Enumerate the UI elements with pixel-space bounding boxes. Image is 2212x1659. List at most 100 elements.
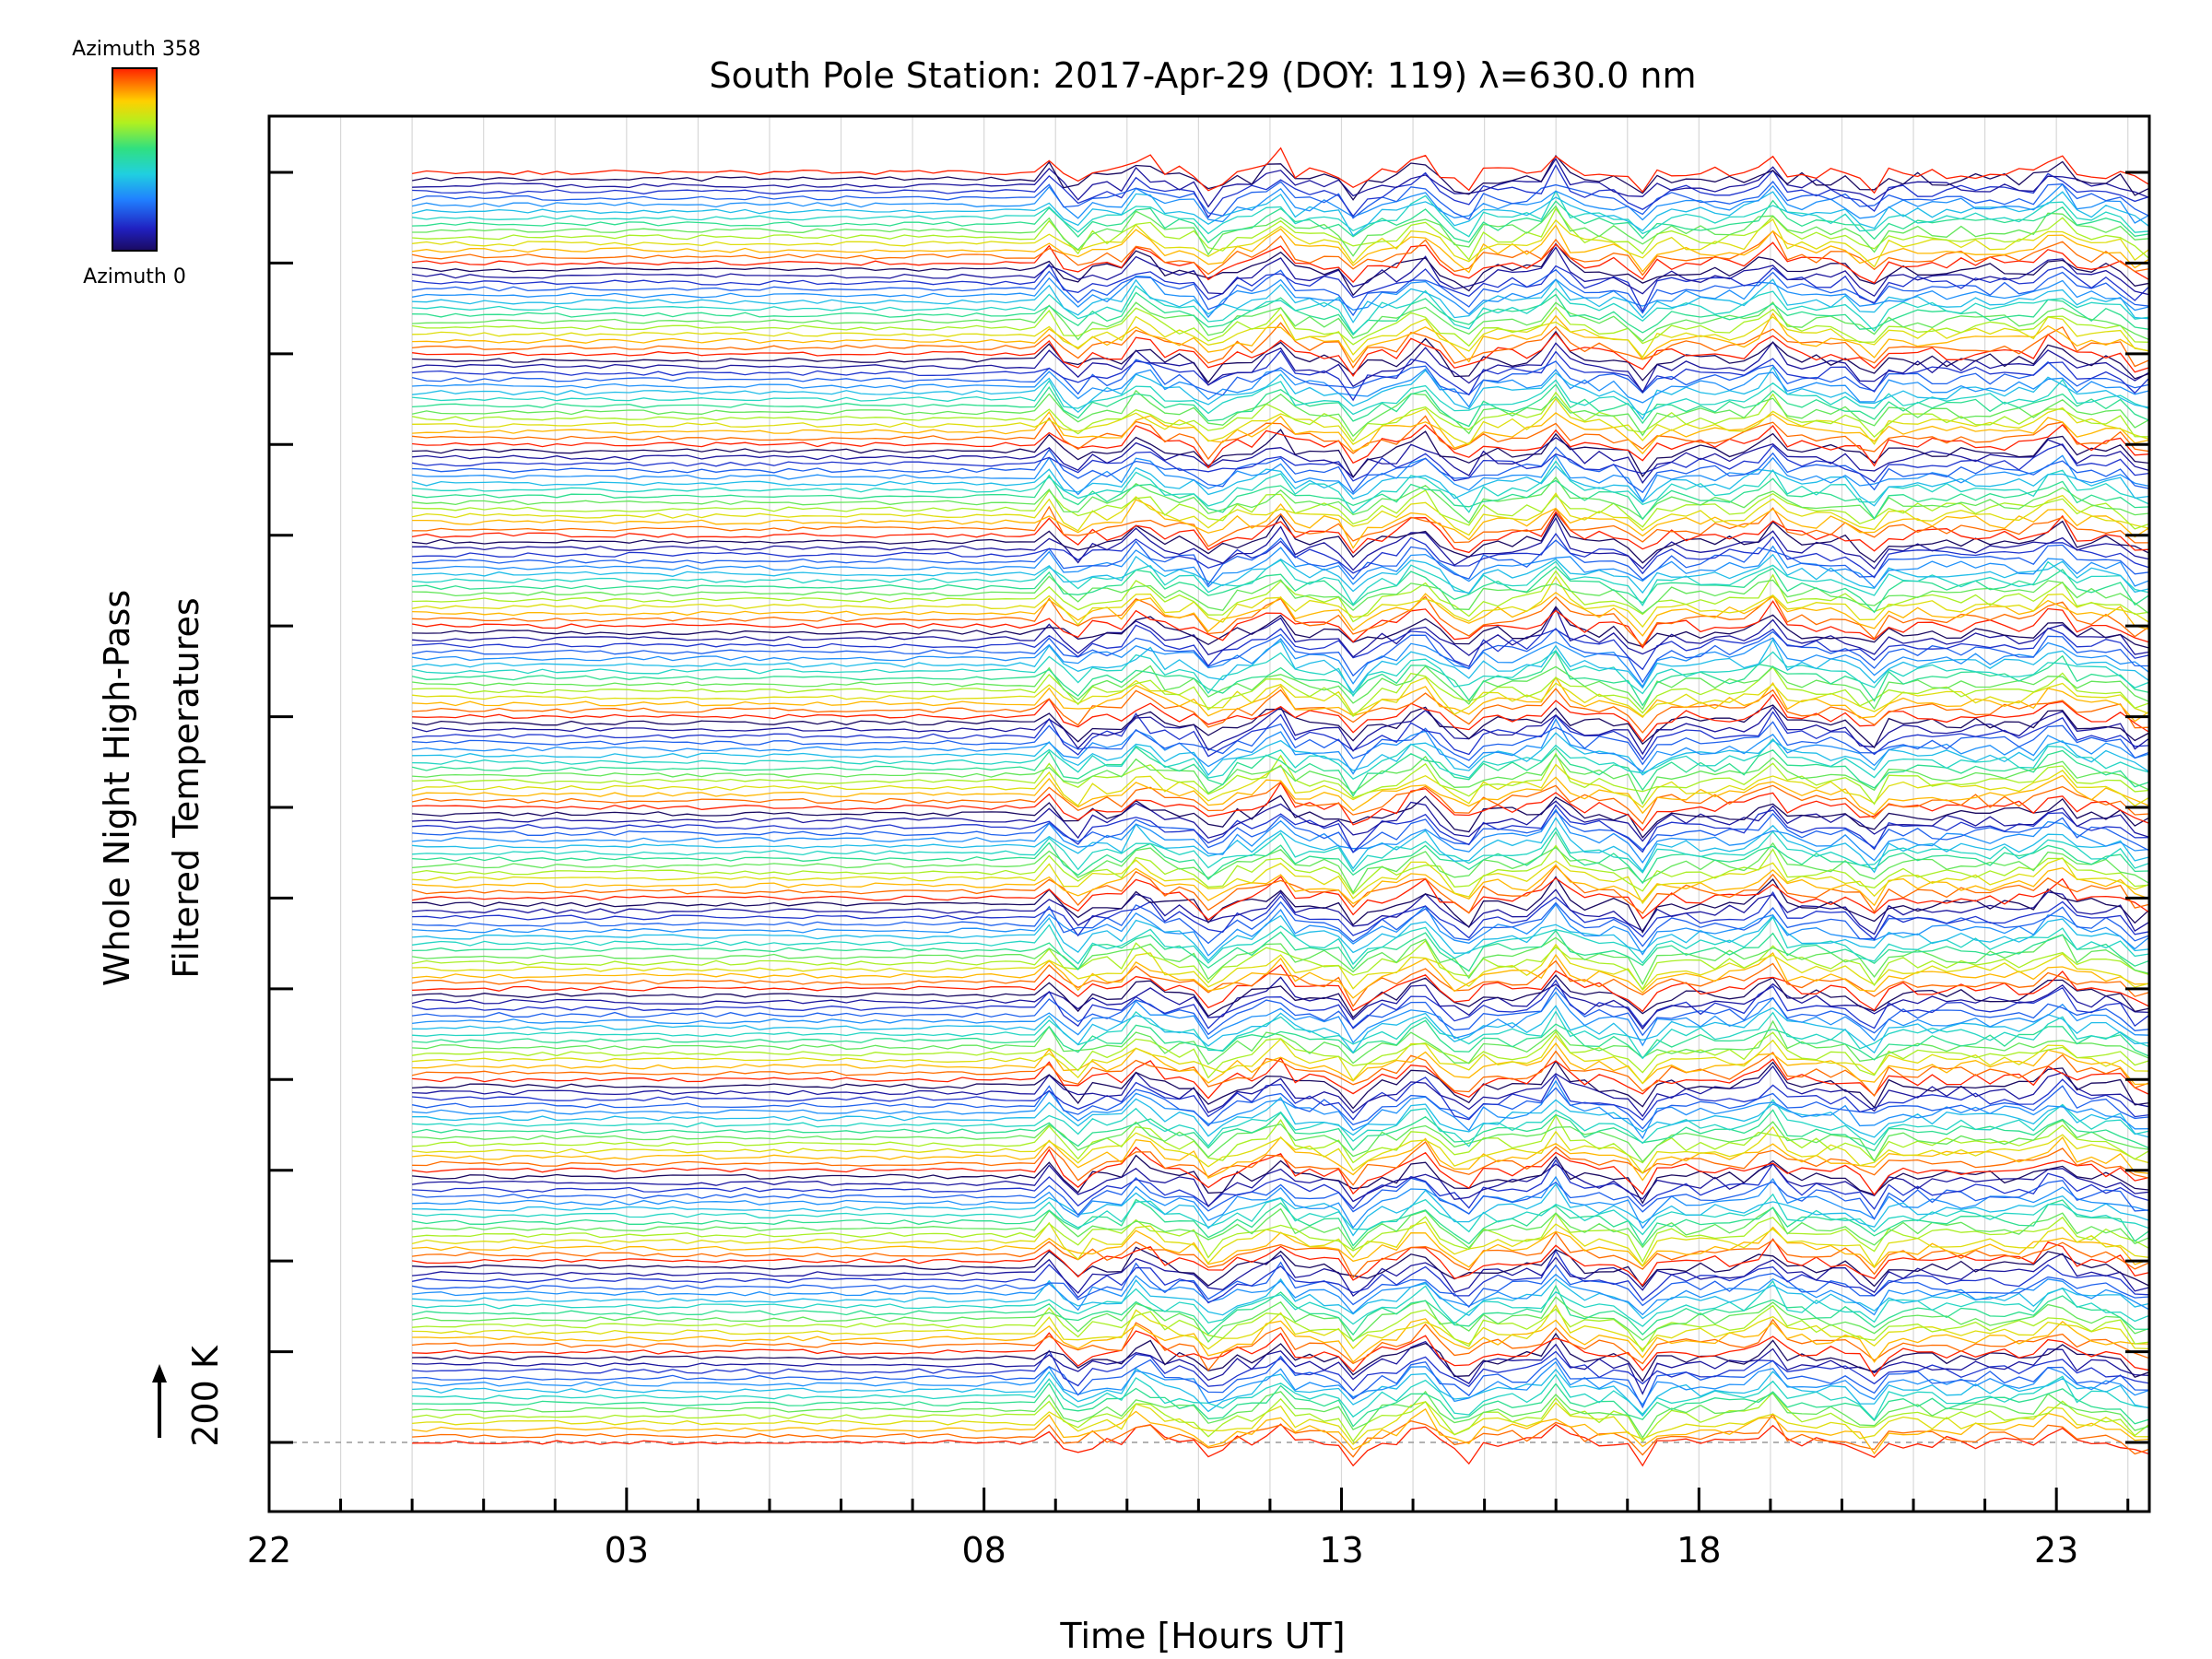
series-line — [412, 330, 2150, 383]
series-line — [412, 1212, 2150, 1264]
series-line — [411, 1085, 2150, 1130]
plot-frame — [267, 114, 2151, 1513]
x-axis-label: Time [Hours UT] — [1059, 1616, 1345, 1656]
series-line — [411, 340, 2150, 394]
series-line — [412, 1099, 2150, 1147]
series-line — [412, 951, 2150, 999]
series-line — [412, 1146, 2150, 1196]
series-line — [412, 1074, 2150, 1122]
series-group — [411, 147, 2150, 1467]
series-line — [412, 1279, 2150, 1327]
series-line — [412, 278, 2150, 324]
series-line — [412, 804, 2150, 853]
series-line — [411, 746, 2150, 797]
series-line — [411, 649, 2150, 698]
series-line — [412, 991, 2150, 1047]
series-line — [411, 389, 2150, 438]
series-line — [412, 943, 2150, 992]
series-line — [411, 1284, 2150, 1336]
series-line — [412, 313, 2150, 359]
series-line — [411, 876, 2150, 921]
series-line — [412, 1318, 2150, 1363]
series-line — [412, 1030, 2150, 1079]
series-line — [411, 1177, 2150, 1220]
series-line — [411, 627, 2150, 684]
series-line — [412, 505, 2149, 547]
x-tick-label: 23 — [2034, 1530, 2078, 1571]
series-line — [412, 1401, 2150, 1446]
series-line — [411, 1249, 2150, 1304]
series-line — [411, 1109, 2150, 1152]
series-line — [412, 322, 2150, 370]
series-line — [412, 1041, 2150, 1086]
series-line — [412, 1114, 2150, 1164]
series-line — [412, 857, 2150, 905]
x-tick-label: 22 — [247, 1530, 291, 1571]
series-line — [412, 1391, 2150, 1443]
series-line — [412, 1154, 2150, 1205]
series-line — [412, 553, 2150, 594]
series-line — [412, 291, 2150, 336]
series-line — [412, 624, 2150, 671]
series-line — [412, 575, 2150, 615]
series-line — [412, 1407, 2150, 1455]
series-line — [412, 704, 2150, 749]
series-line — [412, 1367, 2150, 1418]
series-line — [412, 841, 2150, 894]
series-line — [412, 516, 2150, 571]
series-line — [412, 1349, 2150, 1392]
series-line — [412, 1355, 2150, 1409]
series-line — [412, 1330, 2150, 1378]
series-line — [411, 939, 2150, 991]
series-line — [411, 844, 2150, 895]
series-line — [412, 512, 2150, 564]
series-line — [412, 1303, 2150, 1350]
series-line — [412, 1119, 2150, 1163]
series-line — [412, 826, 2150, 874]
series-line — [412, 1182, 2150, 1237]
series-line — [411, 391, 2150, 442]
series-line — [412, 1125, 2150, 1174]
series-line — [412, 218, 2150, 268]
series-line — [412, 1175, 2150, 1230]
series-line — [412, 1382, 2150, 1428]
series-line — [412, 914, 2150, 962]
colorbar-max-label: Azimuth 358 — [72, 38, 201, 61]
series-line — [412, 397, 2150, 446]
series-line — [412, 207, 2150, 261]
series-line — [412, 489, 2150, 530]
series-line — [412, 808, 2150, 865]
series-line — [412, 732, 2150, 776]
series-line — [412, 285, 2150, 335]
series-line — [412, 864, 2150, 907]
series-line — [412, 164, 2150, 218]
series-line — [412, 665, 2150, 718]
series-line — [412, 532, 2150, 579]
colorbar — [112, 67, 158, 252]
series-line — [412, 1238, 2150, 1287]
series-line — [412, 1065, 2150, 1118]
series-line — [412, 499, 2150, 549]
series-line — [412, 423, 2150, 469]
series-line — [412, 718, 2150, 775]
series-line — [412, 1141, 2150, 1186]
series-line — [411, 976, 2150, 1030]
series-line — [412, 263, 2150, 313]
series-line — [412, 410, 2150, 455]
series-line — [411, 575, 2150, 629]
series-line — [412, 368, 2150, 408]
x-tick-label: 18 — [1677, 1530, 1721, 1571]
series-line — [411, 959, 2150, 1008]
series-line — [412, 1019, 2150, 1065]
scale-bar: 200 K — [152, 1345, 226, 1447]
series-line — [412, 1005, 2150, 1054]
series-line — [411, 443, 2150, 483]
series-line — [411, 1198, 2150, 1247]
series-line — [411, 474, 2150, 521]
series-line — [412, 476, 2150, 524]
series-line — [412, 890, 2150, 941]
series-line — [412, 1206, 2150, 1251]
series-line — [412, 453, 2150, 503]
series-line — [411, 637, 2150, 688]
series-line — [412, 158, 2150, 208]
